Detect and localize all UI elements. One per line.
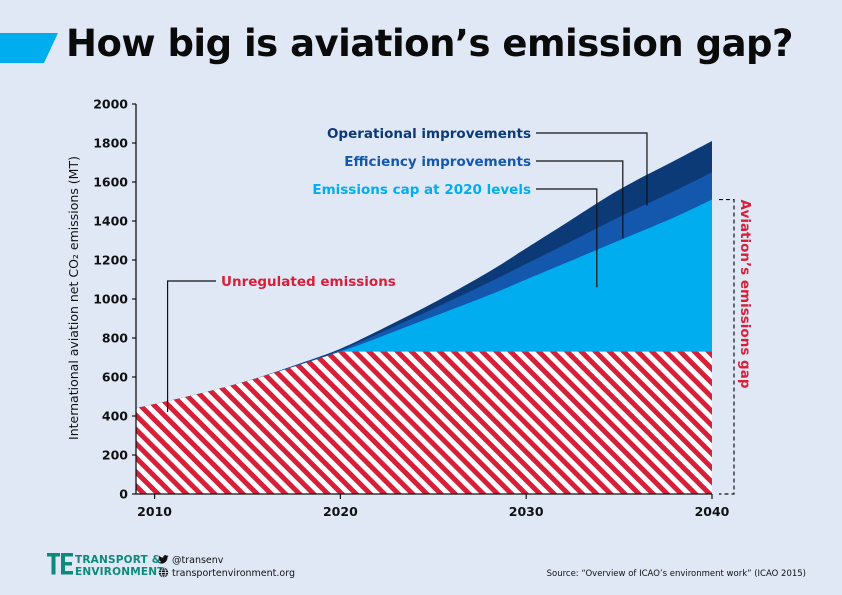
y-tick-label: 1200: [93, 253, 128, 268]
website-text: transportenvironment.org: [172, 568, 295, 579]
annotation-operational-leader: [536, 132, 648, 206]
annotation-operational: Operational improvements: [327, 126, 531, 142]
x-tick-label: 2030: [509, 504, 544, 519]
y-tick-label: 1400: [93, 214, 128, 229]
logo-text-line1: TRANSPORT &: [75, 554, 162, 566]
page-title: How big is aviation’s emission gap?: [66, 22, 794, 65]
y-axis-label: International aviation net CO₂ emissions…: [66, 156, 81, 440]
gap-layer: Aviation’s emissions gap: [719, 198, 753, 495]
gap-label: Aviation’s emissions gap: [737, 200, 753, 389]
source-note: Source: “Overview of ICAO’s environment …: [546, 569, 806, 579]
annotation-efficiency: Efficiency improvements: [344, 154, 531, 170]
twitter-icon: [158, 555, 169, 564]
twitter-handle-text: @transenv: [172, 555, 224, 566]
y-tick-label: 2000: [93, 97, 128, 112]
y-tick-label: 1800: [93, 136, 128, 151]
areas-layer: [136, 141, 712, 495]
twitter-handle[interactable]: @transenv: [158, 554, 223, 566]
annotations-layer: Operational improvements Efficiency impro…: [166, 126, 648, 413]
gap-bracket: [719, 198, 735, 495]
y-tick-label: 800: [102, 331, 128, 346]
area-unregulated-emissions: [136, 351, 712, 494]
y-tick-label: 1000: [93, 292, 128, 307]
annotation-unregulated: Unregulated emissions: [221, 274, 396, 290]
y-tick-label: 1600: [93, 175, 128, 190]
annotation-unregulated-leader: [166, 280, 216, 413]
annotation-cap: Emissions cap at 2020 levels: [312, 182, 531, 198]
y-tick-label: 200: [102, 448, 128, 463]
x-tick-label: 2040: [695, 504, 730, 519]
annotation-cap-leader: [536, 188, 598, 288]
y-tick-label: 400: [102, 409, 128, 424]
y-tick-label: 0: [119, 487, 128, 502]
y-tick-label: 600: [102, 370, 128, 385]
logo-text-line2: ENVIRONMENT: [75, 566, 165, 578]
x-tick-label: 2010: [137, 504, 172, 519]
te-logo-icon: [47, 553, 73, 575]
title-flag-icon: [0, 33, 58, 63]
x-tick-label: 2020: [323, 504, 358, 519]
ticks-layer: 0 200 400 600 800 1000 1200 1400 1600 1800 2000 201…: [93, 97, 729, 520]
globe-icon: [158, 567, 169, 578]
annotation-efficiency-leader: [536, 160, 624, 239]
website-link[interactable]: transportenvironment.org: [158, 567, 295, 579]
